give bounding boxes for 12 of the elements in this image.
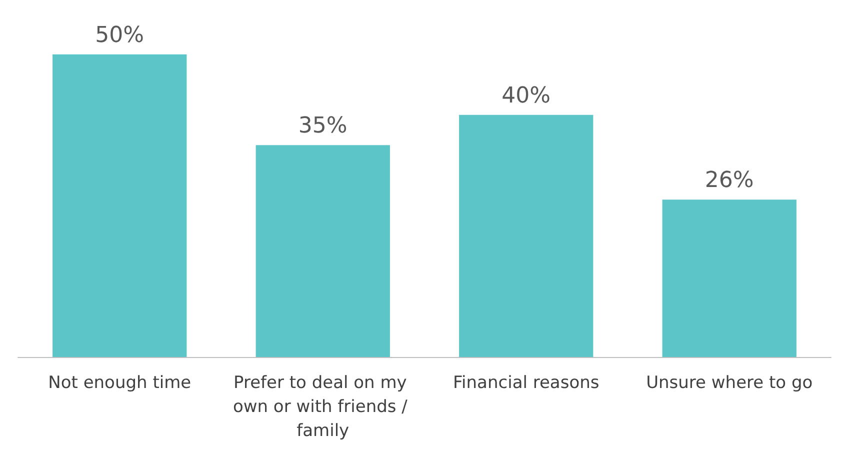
data-label: 35% <box>298 114 348 139</box>
data-label: 26% <box>704 168 754 194</box>
x-tick-label: Prefer to deal on my own or with friends / family <box>232 373 413 441</box>
bar <box>459 114 594 357</box>
x-tick-label: Unsure where to go <box>646 373 813 393</box>
bar <box>52 54 187 357</box>
bar <box>662 200 796 357</box>
bar <box>256 145 390 357</box>
data-label: 50% <box>95 22 144 48</box>
x-tick-label: Financial reasons <box>453 373 600 393</box>
x-tick-label: Not enough time <box>48 373 192 393</box>
data-label: 40% <box>502 83 551 108</box>
